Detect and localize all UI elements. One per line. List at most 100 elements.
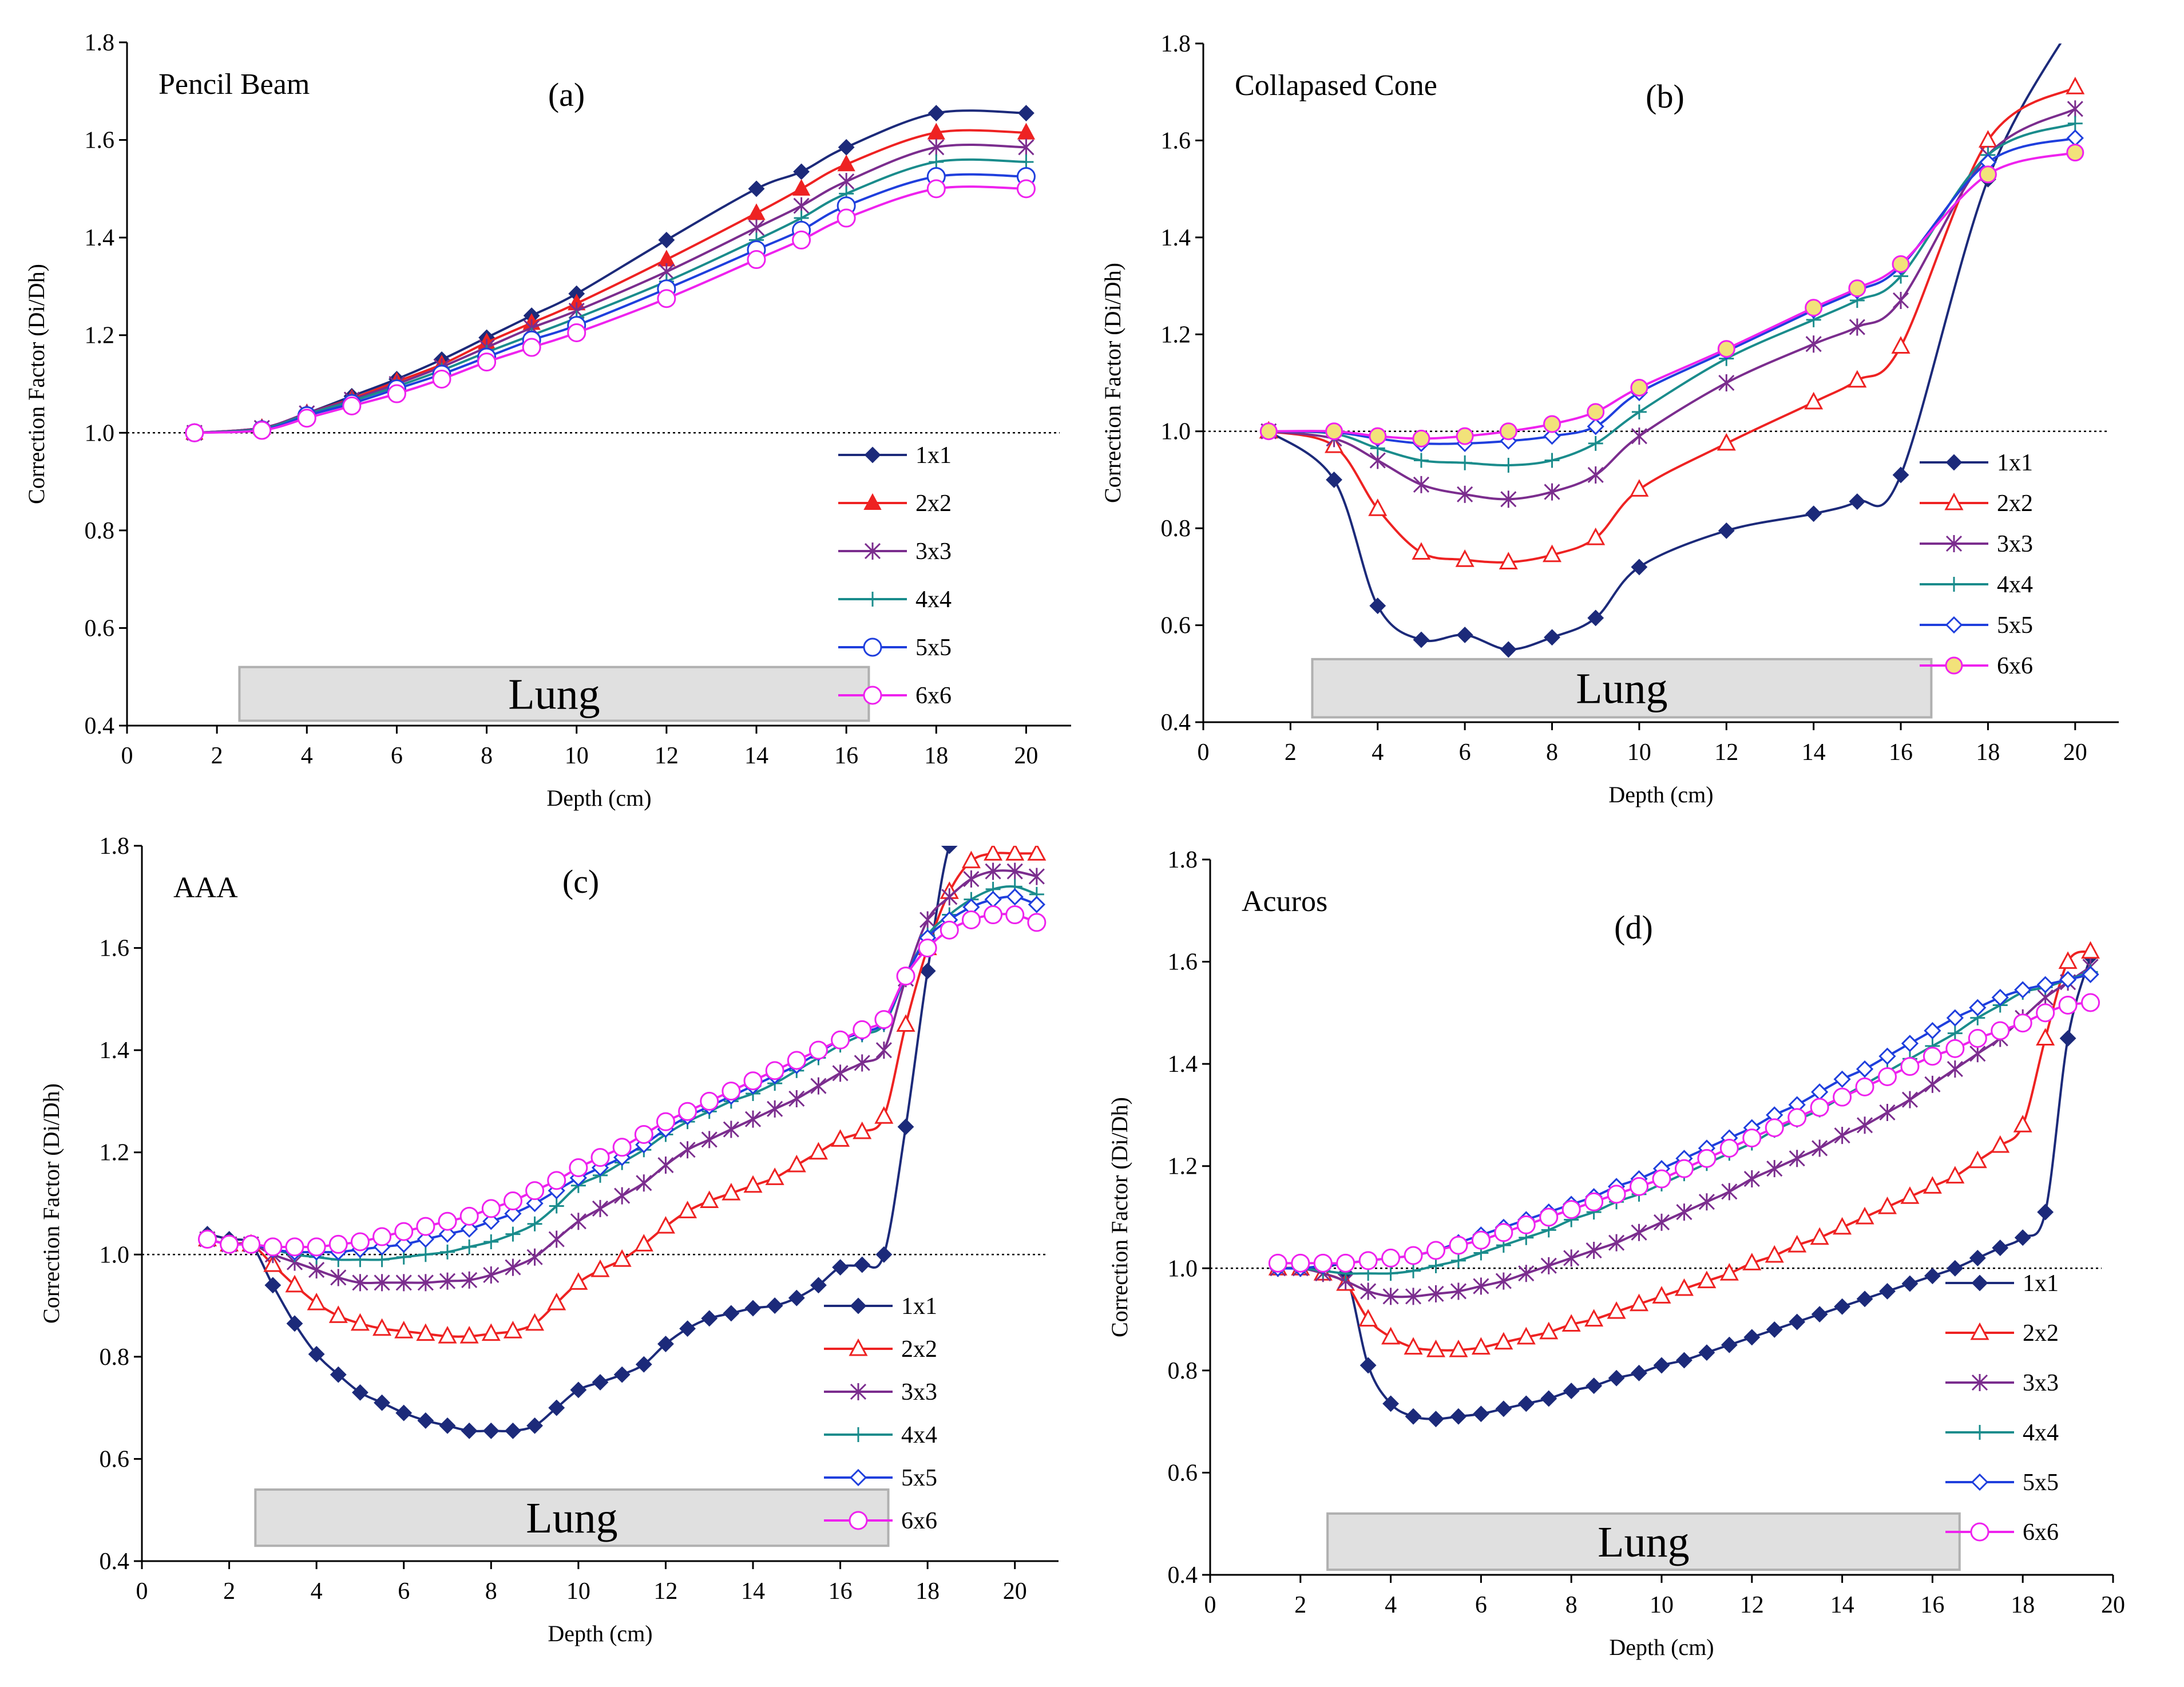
data-point-2x2 <box>612 1249 632 1267</box>
data-point-6x6 <box>1674 1159 1694 1178</box>
data-point-2x2 <box>1717 433 1736 451</box>
x-tick-label: 14 <box>1802 739 1826 766</box>
data-point-1x1 <box>788 1289 805 1306</box>
legend-marker-6x6 <box>1970 1522 1989 1542</box>
data-point-5x5 <box>1587 418 1604 435</box>
y-tick-label: 1.2 <box>1161 322 1191 348</box>
y-tick-label: 1.8 <box>1168 847 1198 873</box>
data-point-1x1 <box>1608 1369 1625 1387</box>
data-point-2x2 <box>1358 1309 1378 1327</box>
data-point-1x1 <box>832 1259 849 1276</box>
data-point-2x2 <box>481 1323 501 1341</box>
data-point-3x3 <box>1405 1288 1422 1305</box>
data-point-1x1 <box>1540 1390 1557 1407</box>
data-point-3x3 <box>1721 1183 1738 1201</box>
data-point-3x3 <box>928 138 945 156</box>
data-point-1x1 <box>1500 641 1517 658</box>
data-point-4x4 <box>1631 404 1647 419</box>
series-group <box>197 846 1047 1439</box>
data-point-1x1 <box>395 1404 413 1421</box>
data-point-5x5 <box>2014 981 2032 999</box>
data-point-6x6 <box>1923 1047 1942 1066</box>
legend-label-6x6: 6x6 <box>901 1508 937 1534</box>
data-point-3x3 <box>1018 138 1034 156</box>
x-tick-label: 10 <box>566 1578 590 1605</box>
data-point-6x6 <box>765 1061 784 1080</box>
data-point-1x1 <box>1901 1275 1919 1292</box>
data-point-6x6 <box>459 1206 479 1226</box>
data-point-1x1 <box>1369 597 1386 615</box>
data-point-2x2 <box>700 1190 719 1209</box>
data-point-1x1 <box>875 1246 893 1263</box>
data-point-2x2 <box>1404 1337 1423 1355</box>
data-point-3x3 <box>788 1090 805 1107</box>
data-point-1x1 <box>2014 1229 2031 1246</box>
data-point-1x1 <box>748 180 765 197</box>
data-point-2x2 <box>438 1325 457 1344</box>
data-point-1x1 <box>1805 505 1822 522</box>
data-point-1x1 <box>1811 1306 1828 1323</box>
data-point-6x6 <box>197 1230 217 1249</box>
data-point-4x4 <box>1383 1266 1398 1281</box>
data-point-2x2 <box>1900 1186 1920 1204</box>
data-point-1x1 <box>1382 1395 1400 1412</box>
data-point-3x3 <box>1450 1282 1467 1300</box>
legend-marker-6x6 <box>863 686 882 705</box>
legend-marker-6x6 <box>1945 656 1963 675</box>
x-tick-label: 16 <box>829 1578 853 1605</box>
data-point-6x6 <box>1449 1235 1468 1255</box>
legend-marker-4x4 <box>851 1427 866 1442</box>
legend-marker-4x4 <box>865 592 880 607</box>
data-point-1x1 <box>810 1277 827 1294</box>
y-tick-label: 1.8 <box>1161 31 1191 57</box>
data-point-6x6 <box>1584 1192 1604 1211</box>
data-point-2x2 <box>1787 1234 1807 1253</box>
data-point-2x2 <box>1923 1176 1942 1194</box>
data-point-2x2 <box>1674 1278 1694 1296</box>
data-point-1x1 <box>766 1297 783 1314</box>
data-point-1x1 <box>854 1256 871 1273</box>
data-point-2x2 <box>372 1318 392 1336</box>
y-tick-label: 1.4 <box>85 225 115 251</box>
data-point-2x2 <box>1630 479 1649 497</box>
data-point-1x1 <box>1631 559 1648 576</box>
data-point-6x6 <box>185 423 204 442</box>
data-point-4x4 <box>1413 453 1429 468</box>
data-point-3x3 <box>1028 868 1045 885</box>
data-point-6x6 <box>2036 1003 2055 1023</box>
lung-label: Lung <box>1576 665 1667 713</box>
data-point-3x3 <box>461 1271 478 1289</box>
chart-panels: 0.4 0.6 0.8 1.0 1.2 1.4 1.6 1.8 0 2 4 6 8 10 12 14 16 18 2… <box>23 30 2125 1660</box>
data-point-6x6 <box>1892 255 1910 273</box>
x-tick-label: 16 <box>834 743 858 769</box>
y-tick-label: 0.8 <box>1168 1358 1198 1384</box>
data-point-4x4 <box>1018 154 1034 169</box>
data-point-6x6 <box>1494 1223 1513 1242</box>
data-point-2x2 <box>2066 77 2085 94</box>
legend-marker-2x2 <box>1944 492 1964 510</box>
data-point-6x6 <box>743 1071 763 1091</box>
data-point-1x1 <box>374 1394 390 1411</box>
data-point-3x3 <box>1563 1249 1580 1267</box>
y-tick-label: 1.0 <box>1161 419 1191 445</box>
data-point-2x2 <box>634 1234 653 1252</box>
series-group <box>1259 43 2085 658</box>
data-point-6x6 <box>1412 429 1430 448</box>
data-point-5x5 <box>417 1230 434 1248</box>
legend-label-2x2: 2x2 <box>2023 1320 2059 1347</box>
legend-label-2x2: 2x2 <box>901 1336 937 1363</box>
data-point-4x4 <box>527 1216 542 1231</box>
data-point-1x1 <box>1789 1313 1806 1330</box>
data-point-2x2 <box>1584 1309 1604 1327</box>
data-point-3x3 <box>1718 374 1735 391</box>
data-point-5x5 <box>504 1205 522 1222</box>
data-point-5x5 <box>1946 1009 1964 1027</box>
data-point-6x6 <box>1833 1087 1852 1107</box>
data-point-6x6 <box>1848 279 1866 298</box>
data-point-1x1 <box>897 1118 914 1135</box>
data-point-6x6 <box>612 1138 632 1157</box>
data-point-2x2 <box>808 1142 828 1160</box>
data-point-6x6 <box>503 1191 522 1211</box>
data-point-3x3 <box>701 1131 718 1149</box>
data-point-3x3 <box>875 1041 892 1059</box>
